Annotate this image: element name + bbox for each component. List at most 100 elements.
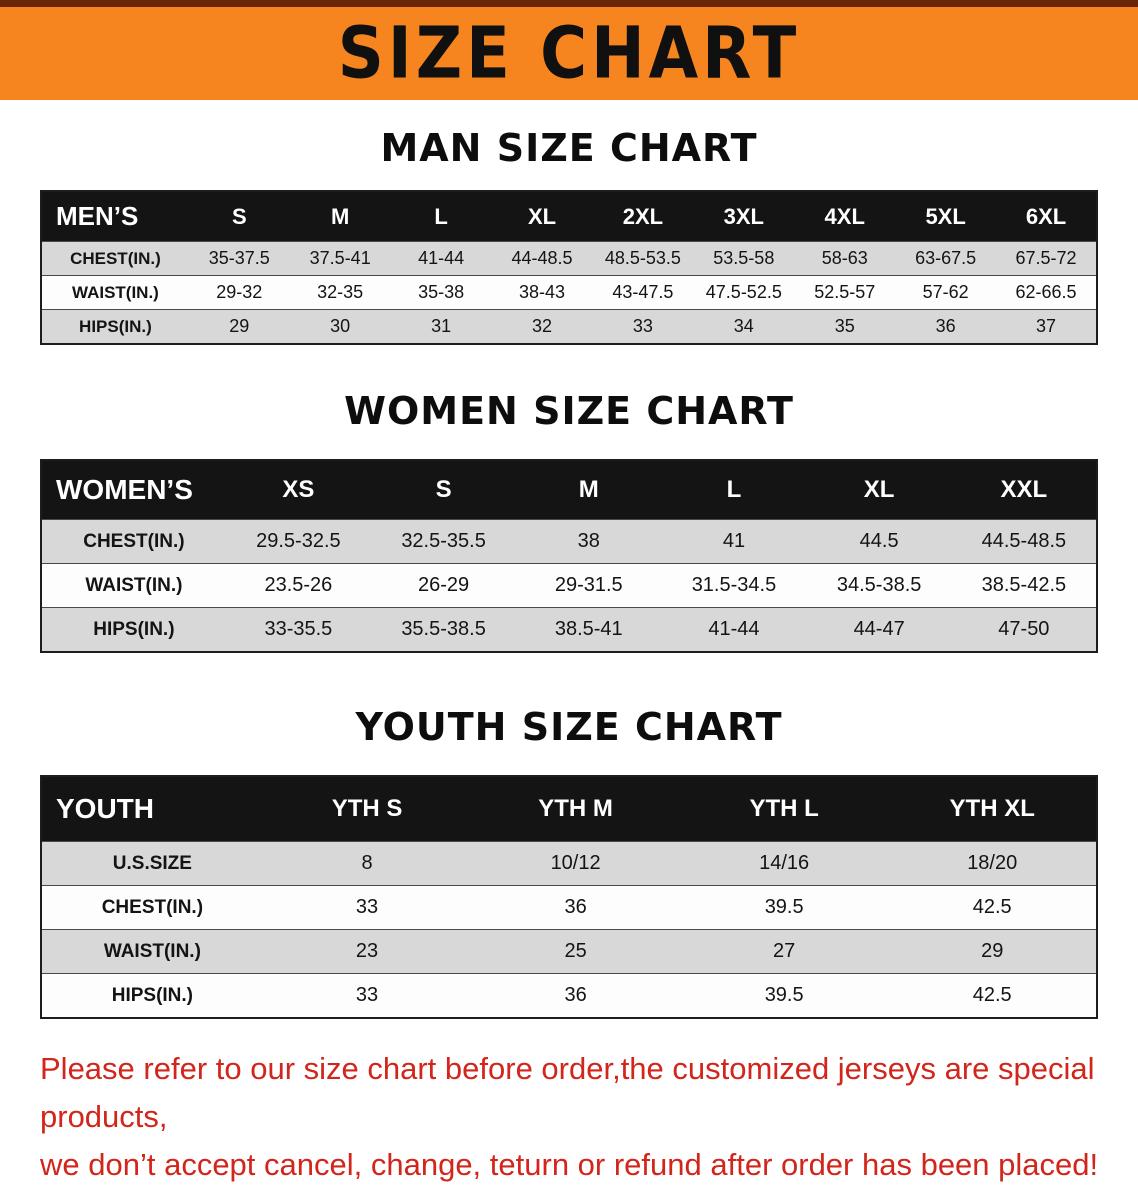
youth-ussize-row: U.S.SIZE 8 10/12 14/16 18/20 — [41, 841, 1097, 886]
header-cell: 6XL — [996, 191, 1097, 242]
table-cell: 31 — [390, 309, 492, 344]
header-cell: M — [516, 460, 662, 520]
header-cell: 5XL — [895, 191, 997, 242]
table-cell: 23.5-26 — [225, 563, 371, 608]
table-cell: 33-35.5 — [225, 607, 371, 652]
table-cell: 34 — [693, 309, 795, 344]
table-cell: 39.5 — [679, 973, 889, 1018]
row-label-cell: CHEST(IN.) — [41, 885, 263, 930]
row-label-cell: WAIST(IN.) — [41, 929, 263, 974]
table-cell: 35.5-38.5 — [370, 607, 517, 652]
header-cell: XL — [806, 460, 952, 520]
header-cell: YTH XL — [888, 776, 1097, 842]
header-cell: M — [289, 191, 391, 242]
table-cell: 27 — [679, 929, 889, 974]
header-cell: S — [370, 460, 517, 520]
table-cell: 52.5-57 — [794, 275, 896, 310]
table-cell: 31.5-34.5 — [661, 563, 807, 608]
row-label-cell: CHEST(IN.) — [41, 519, 226, 564]
table-cell: 29.5-32.5 — [225, 519, 371, 564]
men-size-table: MEN’S S M L XL 2XL 3XL 4XL 5XL 6XL CHEST… — [40, 190, 1098, 345]
row-label-cell: HIPS(IN.) — [41, 607, 226, 652]
table-cell: 35 — [794, 309, 896, 344]
table-cell: 29-32 — [188, 275, 290, 310]
table-cell: 35-37.5 — [188, 241, 290, 276]
table-cell: 32.5-35.5 — [370, 519, 517, 564]
header-cell: S — [188, 191, 290, 242]
table-cell: 41 — [661, 519, 807, 564]
table-cell: 63-67.5 — [895, 241, 997, 276]
table-cell: 47-50 — [951, 607, 1097, 652]
header-cell: YTH S — [262, 776, 472, 842]
header-cell: L — [661, 460, 807, 520]
youth-waist-row: WAIST(IN.) 23 25 27 29 — [41, 929, 1097, 974]
table-cell: 36 — [471, 973, 680, 1018]
table-cell: 38 — [516, 519, 662, 564]
table-cell: 47.5-52.5 — [693, 275, 795, 310]
table-cell: 25 — [471, 929, 680, 974]
table-cell: 18/20 — [888, 841, 1097, 886]
banner: SIZE CHART — [0, 0, 1138, 100]
table-cell: 32 — [491, 309, 593, 344]
table-cell: 32-35 — [289, 275, 391, 310]
women-section-heading: WOMEN SIZE CHART — [344, 389, 794, 433]
table-cell: 26-29 — [370, 563, 517, 608]
row-label-cell: CHEST(IN.) — [41, 241, 189, 276]
youth-size-chart-section: YOUTH SIZE CHART YOUTH YTH S YTH M YTH L… — [0, 653, 1138, 1019]
table-cell: 38.5-41 — [516, 607, 662, 652]
table-cell: 10/12 — [471, 841, 680, 886]
table-cell: 44-48.5 — [491, 241, 593, 276]
table-cell: 29 — [888, 929, 1097, 974]
table-cell: 37 — [996, 309, 1097, 344]
table-cell: 41-44 — [390, 241, 492, 276]
header-cell: XXL — [951, 460, 1097, 520]
header-cell: YTH L — [679, 776, 889, 842]
women-waist-row: WAIST(IN.) 23.5-26 26-29 29-31.5 31.5-34… — [41, 563, 1097, 608]
men-chest-row: CHEST(IN.) 35-37.5 37.5-41 41-44 44-48.5… — [41, 241, 1097, 276]
row-label-cell: HIPS(IN.) — [41, 309, 189, 344]
table-cell: 36 — [471, 885, 680, 930]
row-label-cell: U.S.SIZE — [41, 841, 263, 886]
header-cell: 3XL — [693, 191, 795, 242]
header-cell: YTH M — [471, 776, 680, 842]
women-table-header-row: WOMEN’S XS S M L XL XXL — [41, 460, 1097, 520]
notice-line-2: we don’t accept cancel, change, teturn o… — [40, 1147, 1099, 1183]
table-cell: 30 — [289, 309, 391, 344]
table-cell: 36 — [895, 309, 997, 344]
table-cell: 33 — [262, 973, 472, 1018]
notice-line-1: Please refer to our size chart before or… — [40, 1051, 1095, 1135]
women-size-chart-section: WOMEN SIZE CHART WOMEN’S XS S M L XL XXL… — [0, 345, 1138, 653]
page-title: SIZE CHART — [337, 12, 801, 95]
men-hips-row: HIPS(IN.) 29 30 31 32 33 34 35 36 37 — [41, 309, 1097, 344]
table-cell: 42.5 — [888, 973, 1097, 1018]
table-cell: 58-63 — [794, 241, 896, 276]
header-cell: 2XL — [592, 191, 694, 242]
header-cell: MEN’S — [41, 191, 189, 242]
table-cell: 33 — [592, 309, 694, 344]
youth-section-heading: YOUTH SIZE CHART — [355, 705, 783, 749]
youth-size-table: YOUTH YTH S YTH M YTH L YTH XL U.S.SIZE … — [40, 775, 1098, 1019]
table-cell: 44-47 — [806, 607, 952, 652]
men-table-header-row: MEN’S S M L XL 2XL 3XL 4XL 5XL 6XL — [41, 191, 1097, 242]
women-hips-row: HIPS(IN.) 33-35.5 35.5-38.5 38.5-41 41-4… — [41, 607, 1097, 652]
youth-hips-row: HIPS(IN.) 33 36 39.5 42.5 — [41, 973, 1097, 1018]
table-cell: 23 — [262, 929, 472, 974]
row-label-cell: WAIST(IN.) — [41, 275, 189, 310]
table-cell: 48.5-53.5 — [592, 241, 694, 276]
women-chest-row: CHEST(IN.) 29.5-32.5 32.5-35.5 38 41 44.… — [41, 519, 1097, 564]
table-cell: 29 — [188, 309, 290, 344]
table-cell: 44.5-48.5 — [951, 519, 1097, 564]
table-cell: 44.5 — [806, 519, 952, 564]
youth-table-header-row: YOUTH YTH S YTH M YTH L YTH XL — [41, 776, 1097, 842]
header-cell: XL — [491, 191, 593, 242]
women-size-table: WOMEN’S XS S M L XL XXL CHEST(IN.) 29.5-… — [40, 459, 1098, 653]
row-label-cell: WAIST(IN.) — [41, 563, 226, 608]
table-cell: 34.5-38.5 — [806, 563, 952, 608]
table-cell: 67.5-72 — [996, 241, 1097, 276]
table-cell: 53.5-58 — [693, 241, 795, 276]
table-cell: 62-66.5 — [996, 275, 1097, 310]
table-cell: 37.5-41 — [289, 241, 391, 276]
header-cell: YOUTH — [41, 776, 263, 842]
youth-chest-row: CHEST(IN.) 33 36 39.5 42.5 — [41, 885, 1097, 930]
